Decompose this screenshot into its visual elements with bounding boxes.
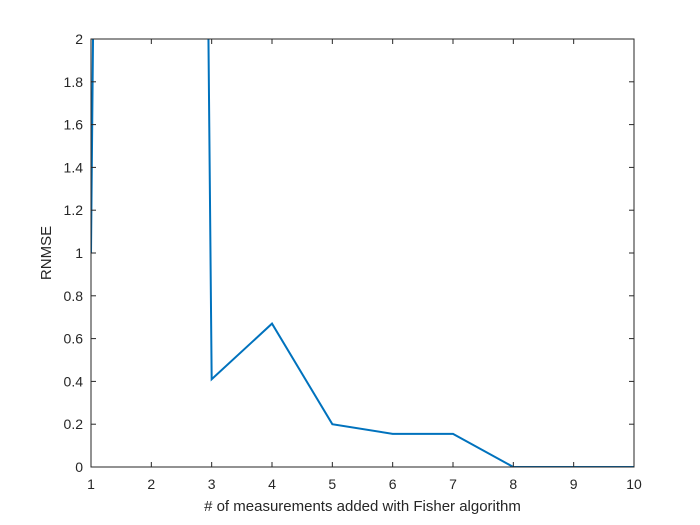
axes-box <box>90 38 635 468</box>
y-tick-label: 0.8 <box>64 288 84 304</box>
plot-area <box>91 39 634 467</box>
x-tick-label: 2 <box>147 476 155 492</box>
y-tick-label: 1.2 <box>64 202 84 218</box>
x-tick-label: 8 <box>509 476 517 492</box>
y-tick-label: 1.8 <box>64 74 84 90</box>
x-tick-label: 4 <box>268 476 276 492</box>
y-tick-label: 0.6 <box>64 331 84 347</box>
y-tick-label: 0.2 <box>64 416 84 432</box>
x-tick-label: 7 <box>449 476 457 492</box>
y-tick-label: 0 <box>75 459 83 475</box>
y-tick-label: 1.4 <box>64 159 84 175</box>
y-tick-label: 1.6 <box>64 117 84 133</box>
x-tick-label: 6 <box>389 476 397 492</box>
x-axis-label: # of measurements added with Fisher algo… <box>204 498 521 515</box>
x-tick-label: 5 <box>328 476 336 492</box>
x-tick-label: 10 <box>626 476 642 492</box>
y-tick-label: 2 <box>75 31 83 47</box>
y-tick-label: 0.4 <box>64 373 84 389</box>
y-tick-label: 1 <box>75 245 83 261</box>
x-tick-label: 1 <box>87 476 95 492</box>
series-line <box>91 39 634 467</box>
x-tick-label: 9 <box>570 476 578 492</box>
y-axis-label: RNMSE <box>38 226 55 280</box>
x-tick-label: 3 <box>208 476 216 492</box>
